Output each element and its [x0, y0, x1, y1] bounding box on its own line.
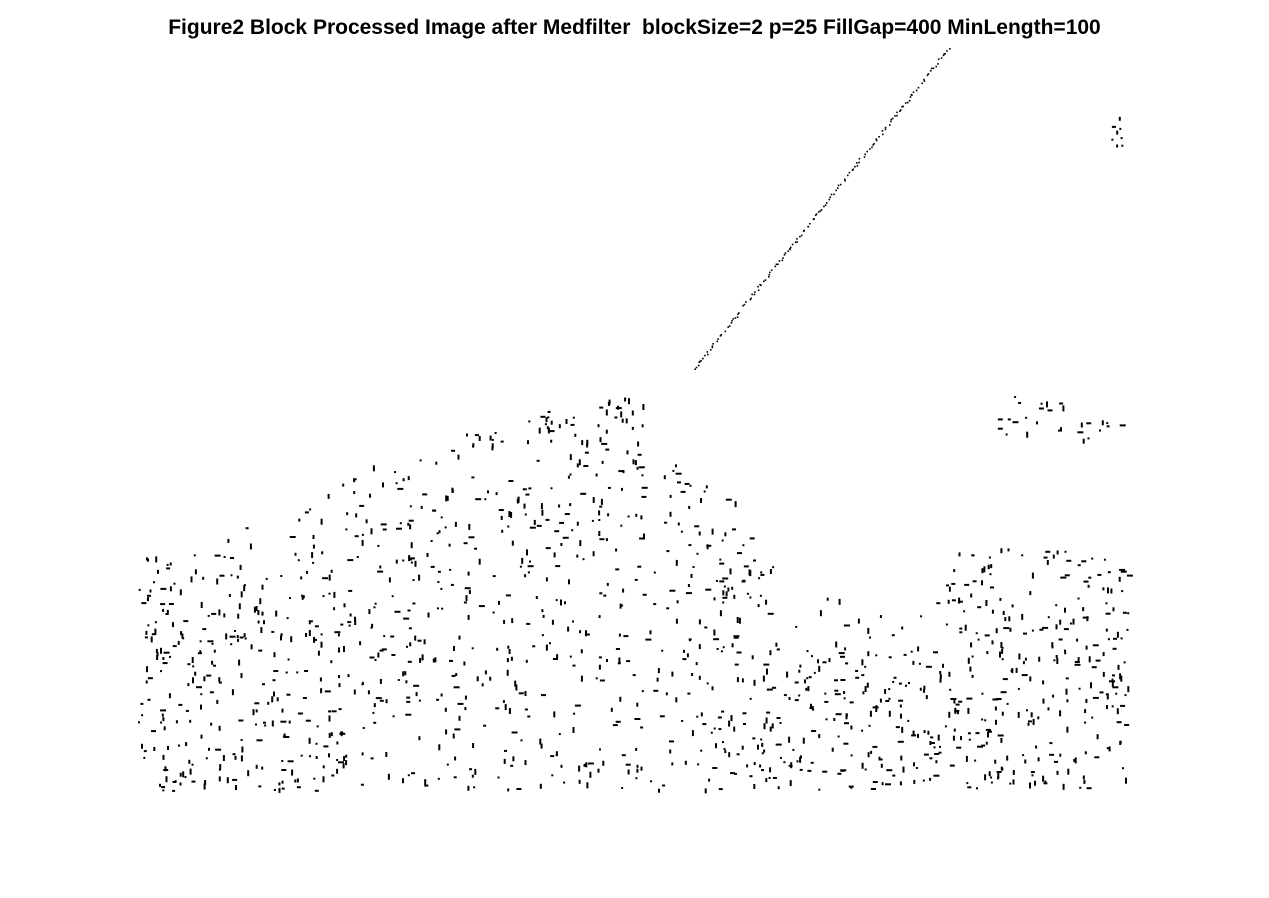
detected-line-segment	[694, 48, 951, 370]
figure-title: Figure2 Block Processed Image after Medf…	[168, 16, 1101, 39]
edge-speckle-field	[138, 116, 1133, 794]
